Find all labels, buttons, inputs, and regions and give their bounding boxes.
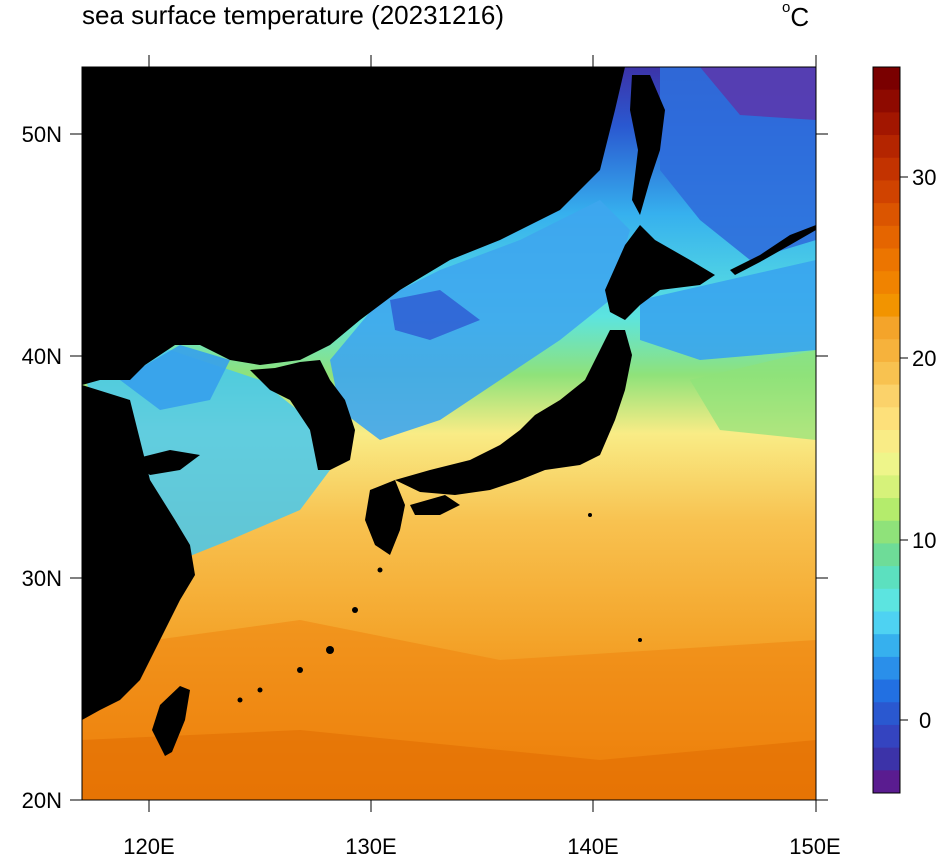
colorbar-swatch: [873, 452, 900, 476]
lon-label-120: 120E: [123, 834, 174, 858]
colorbar-swatch: [873, 770, 900, 794]
colorbar-swatch: [873, 248, 900, 272]
colorbar-swatch: [873, 430, 900, 454]
colorbar-label-20: 20: [912, 346, 936, 371]
colorbar-swatch: [873, 498, 900, 522]
sst-field: [82, 67, 816, 800]
colorbar-swatch: [873, 89, 900, 113]
colorbar-swatch: [873, 656, 900, 681]
colorbar-swatch: [873, 724, 900, 749]
colorbar-swatch: [873, 339, 900, 363]
colorbar-swatch: [873, 316, 900, 340]
lon-label-150: 150E: [789, 834, 840, 858]
colorbar-swatch: [873, 475, 900, 499]
lon-label-130: 130E: [345, 834, 396, 858]
land-mask: [82, 67, 816, 756]
colorbar-frame: [872, 66, 901, 794]
colorbar-swatch: [873, 361, 900, 386]
colorbar-label-10: 10: [912, 528, 936, 553]
colorbar-swatch: [873, 225, 900, 249]
colorbar-swatch: [873, 611, 900, 635]
colorbar-swatch: [873, 112, 900, 136]
colorbar-swatch: [873, 566, 900, 590]
colorbar-swatch: [873, 407, 900, 431]
colorbar-ticks: [900, 176, 908, 721]
lat-tick-marks: [70, 133, 828, 801]
colorbar-swatch: [873, 180, 900, 204]
colorbar-swatch: [873, 67, 900, 91]
colorbar-swatch: [873, 520, 900, 544]
colorbar-label-0: 0: [919, 708, 931, 733]
unit-label: oC: [782, 0, 810, 32]
map-frame: [81, 66, 817, 801]
lat-label-50: 50N: [22, 122, 62, 147]
colorbar-swatch: [873, 135, 900, 159]
lat-label-30: 30N: [22, 566, 62, 591]
colorbar-swatch: [873, 588, 900, 612]
colorbar-swatch: [873, 679, 900, 703]
colorbar-swatch: [873, 271, 900, 295]
lat-label-40: 40N: [22, 344, 62, 369]
colorbar-label-30: 30: [912, 165, 936, 190]
colorbar-swatch: [873, 702, 900, 726]
colorbar-swatch: [873, 157, 900, 181]
colorbar-swatch: [873, 747, 900, 771]
lat-label-20: 20N: [22, 788, 62, 813]
colorbar-swatch: [873, 203, 900, 227]
colorbar: [872, 66, 901, 794]
colorbar-swatch: [873, 634, 900, 658]
colorbar-swatch: [873, 543, 900, 567]
lon-label-140: 140E: [567, 834, 618, 858]
map-title: sea surface temperature (20231216): [82, 0, 505, 30]
colorbar-swatch: [873, 293, 900, 318]
lon-tick-marks: [148, 55, 817, 812]
colorbar-swatch: [873, 384, 900, 408]
